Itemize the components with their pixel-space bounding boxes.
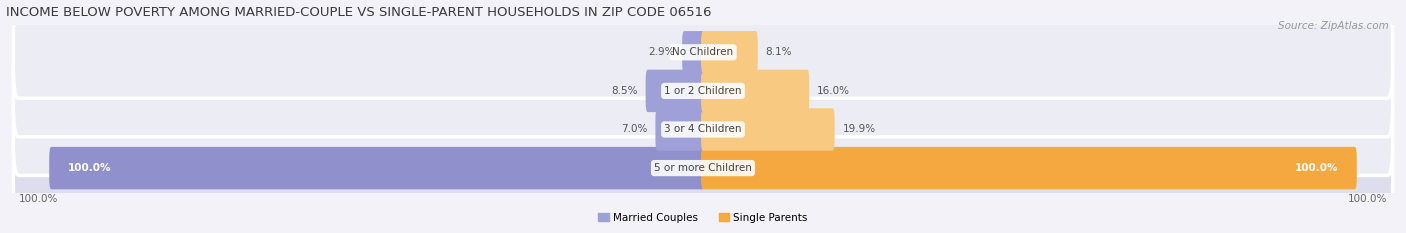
Text: INCOME BELOW POVERTY AMONG MARRIED-COUPLE VS SINGLE-PARENT HOUSEHOLDS IN ZIP COD: INCOME BELOW POVERTY AMONG MARRIED-COUPL… [6,6,711,19]
FancyBboxPatch shape [702,31,758,74]
Text: 100.0%: 100.0% [67,163,111,173]
Text: 8.1%: 8.1% [766,47,792,57]
Text: No Children: No Children [672,47,734,57]
FancyBboxPatch shape [645,70,704,112]
Text: 100.0%: 100.0% [1295,163,1339,173]
FancyBboxPatch shape [14,45,1392,137]
Text: 1 or 2 Children: 1 or 2 Children [664,86,742,96]
Text: 19.9%: 19.9% [842,124,876,134]
FancyBboxPatch shape [682,31,704,74]
Text: 3 or 4 Children: 3 or 4 Children [664,124,742,134]
Text: Source: ZipAtlas.com: Source: ZipAtlas.com [1278,21,1389,31]
Text: 100.0%: 100.0% [18,194,58,204]
Text: 7.0%: 7.0% [621,124,648,134]
FancyBboxPatch shape [702,147,1357,189]
Text: 16.0%: 16.0% [817,86,851,96]
FancyBboxPatch shape [702,70,810,112]
FancyBboxPatch shape [655,108,704,151]
Text: 5 or more Children: 5 or more Children [654,163,752,173]
FancyBboxPatch shape [14,122,1392,214]
Legend: Married Couples, Single Parents: Married Couples, Single Parents [596,211,810,225]
FancyBboxPatch shape [702,108,835,151]
Text: 8.5%: 8.5% [612,86,638,96]
FancyBboxPatch shape [49,147,704,189]
Text: 2.9%: 2.9% [648,47,675,57]
FancyBboxPatch shape [14,6,1392,98]
Text: 100.0%: 100.0% [1348,194,1388,204]
FancyBboxPatch shape [14,84,1392,175]
